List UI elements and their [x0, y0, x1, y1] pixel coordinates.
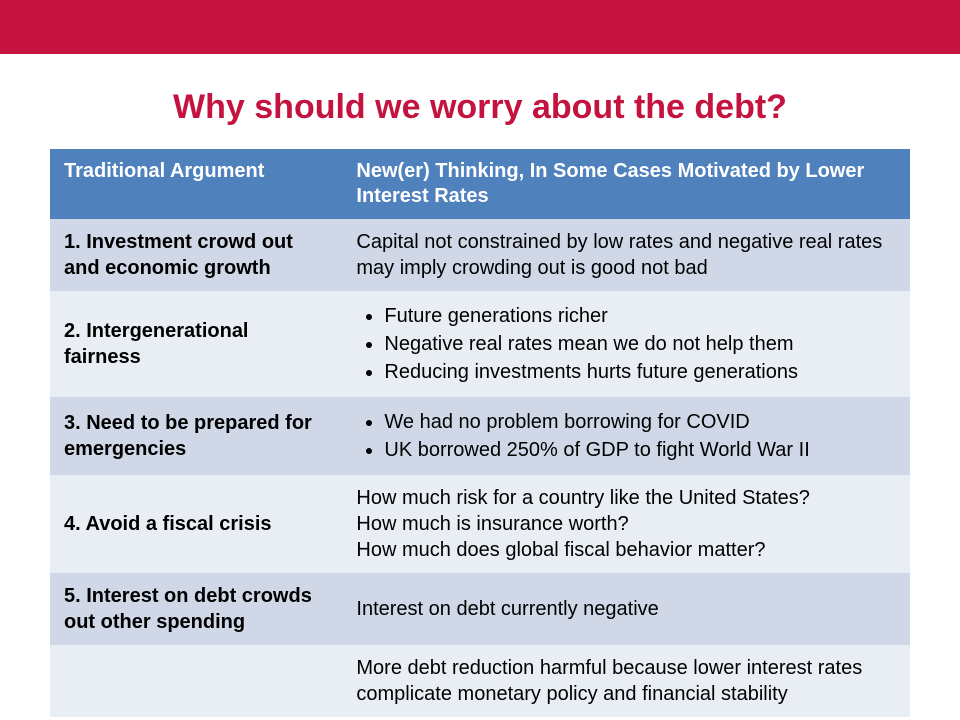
row-left	[50, 645, 342, 717]
multiline: How much risk for a country like the Uni…	[356, 485, 896, 563]
bullet-item: Reducing investments hurts future genera…	[384, 359, 896, 385]
bullet-list: Future generations richerNegative real r…	[356, 303, 896, 385]
line-item: How much does global fiscal behavior mat…	[356, 537, 896, 563]
bullet-item: Negative real rates mean we do not help …	[384, 331, 896, 357]
debt-table: Traditional Argument New(er) Thinking, I…	[50, 149, 910, 717]
table-row: More debt reduction harmful because lowe…	[50, 645, 910, 717]
row-right: Future generations richerNegative real r…	[342, 291, 910, 397]
row-left: 4. Avoid a fiscal crisis	[50, 475, 342, 573]
table-row: 5. Interest on debt crowds out other spe…	[50, 573, 910, 645]
row-right: How much risk for a country like the Uni…	[342, 475, 910, 573]
row-right: Interest on debt currently negative	[342, 573, 910, 645]
row-left: 3. Need to be prepared for emergencies	[50, 397, 342, 475]
bullet-list: We had no problem borrowing for COVIDUK …	[356, 409, 896, 463]
line-item: How much risk for a country like the Uni…	[356, 485, 896, 511]
row-left: 1. Investment crowd out and economic gro…	[50, 219, 342, 291]
row-right: More debt reduction harmful because lowe…	[342, 645, 910, 717]
table-row: 2. Intergenerational fairnessFuture gene…	[50, 291, 910, 397]
bullet-item: UK borrowed 250% of GDP to fight World W…	[384, 437, 896, 463]
table-row: 4. Avoid a fiscal crisis How much risk fo…	[50, 475, 910, 573]
table-body: 1. Investment crowd out and economic gro…	[50, 219, 910, 717]
table-row: 1. Investment crowd out and economic gro…	[50, 219, 910, 291]
bullet-item: We had no problem borrowing for COVID	[384, 409, 896, 435]
slide-body: Why should we worry about the debt? Trad…	[0, 54, 960, 717]
line-item: How much is insurance worth?	[356, 511, 896, 537]
row-left: 5. Interest on debt crowds out other spe…	[50, 573, 342, 645]
row-right: We had no problem borrowing for COVIDUK …	[342, 397, 910, 475]
table-row: 3. Need to be prepared for emergencies We…	[50, 397, 910, 475]
row-right: Capital not constrained by low rates and…	[342, 219, 910, 291]
row-left: 2. Intergenerational fairness	[50, 291, 342, 397]
bullet-item: Future generations richer	[384, 303, 896, 329]
header-right: New(er) Thinking, In Some Cases Motivate…	[342, 149, 910, 219]
header-left: Traditional Argument	[50, 149, 342, 219]
top-band	[0, 0, 960, 54]
table-header-row: Traditional Argument New(er) Thinking, I…	[50, 149, 910, 219]
page-title: Why should we worry about the debt?	[50, 88, 910, 127]
